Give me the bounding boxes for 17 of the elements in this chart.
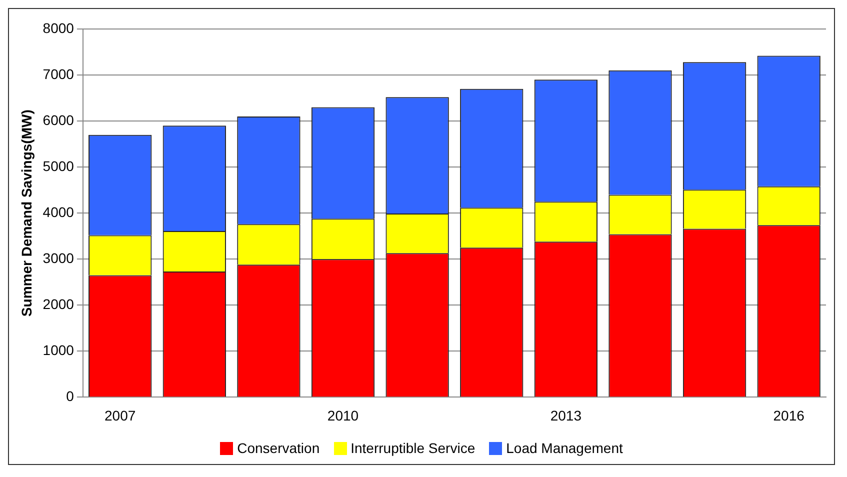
x-tick-label: 2013: [550, 407, 582, 424]
y-tick-label: 2000: [42, 296, 74, 312]
legend-label: Conservation: [237, 440, 320, 456]
legend-label: Interruptible Service: [350, 440, 476, 456]
legend-label: Load Management: [506, 440, 623, 456]
y-tick-label: 7000: [42, 66, 74, 82]
x-tick-label: 2010: [327, 407, 359, 424]
y-tick-label: 8000: [42, 20, 74, 36]
x-tick-label: 2007: [104, 407, 136, 424]
y-axis-title: Summer Demand Savings(MW): [18, 110, 34, 317]
y-tick-label: 6000: [42, 112, 74, 128]
x-tick-label: 2016: [773, 407, 805, 424]
y-tick-label: 4000: [42, 204, 74, 220]
y-tick-label: 0: [66, 388, 74, 404]
y-tick-label: 3000: [42, 250, 74, 266]
y-tick-label: 5000: [42, 158, 74, 174]
y-tick-label: 1000: [42, 342, 74, 358]
